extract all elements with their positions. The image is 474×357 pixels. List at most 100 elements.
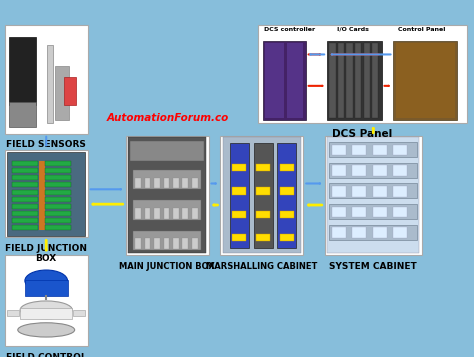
Bar <box>45 197 71 202</box>
Text: FIELD SENSORS: FIELD SENSORS <box>6 140 86 149</box>
Bar <box>133 231 201 250</box>
Bar <box>73 310 85 316</box>
Bar <box>12 211 38 216</box>
Bar <box>12 218 38 223</box>
Bar <box>64 77 76 105</box>
Bar <box>12 168 38 173</box>
Bar <box>393 165 407 176</box>
Bar <box>173 238 179 249</box>
Bar <box>352 186 366 197</box>
Bar <box>265 43 284 118</box>
Bar <box>7 152 85 236</box>
Bar <box>258 25 467 123</box>
Bar <box>154 208 160 218</box>
Bar <box>393 145 407 155</box>
Bar <box>327 41 382 120</box>
Bar <box>277 143 296 248</box>
Bar <box>128 137 206 253</box>
Bar <box>164 238 169 249</box>
Bar <box>256 164 270 171</box>
Bar <box>256 187 270 195</box>
Bar <box>12 190 38 195</box>
Bar <box>133 200 201 220</box>
Bar <box>164 208 169 218</box>
Bar <box>47 45 53 123</box>
Bar <box>332 227 346 238</box>
Bar <box>130 141 204 161</box>
Bar <box>280 234 294 241</box>
Ellipse shape <box>25 270 67 291</box>
Bar <box>232 164 246 171</box>
Ellipse shape <box>18 323 75 337</box>
Bar <box>135 177 141 188</box>
Bar <box>223 137 301 253</box>
Bar <box>329 183 417 198</box>
Bar <box>393 227 407 238</box>
Bar <box>20 308 72 319</box>
Bar <box>393 41 457 120</box>
Bar <box>45 182 71 187</box>
Bar <box>182 208 188 218</box>
Bar <box>164 177 169 188</box>
Bar <box>263 41 306 120</box>
Text: DCS Panel: DCS Panel <box>332 129 393 139</box>
Bar <box>12 204 38 209</box>
Bar <box>12 161 38 166</box>
Bar <box>45 161 71 166</box>
Bar <box>352 145 366 155</box>
Bar <box>5 150 88 237</box>
Bar <box>192 208 198 218</box>
Bar <box>325 136 422 255</box>
Bar <box>373 165 387 176</box>
Bar <box>280 187 294 195</box>
Bar <box>254 143 273 248</box>
Bar <box>373 186 387 197</box>
Bar <box>173 208 179 218</box>
Bar <box>154 177 160 188</box>
Bar <box>230 143 249 248</box>
Bar <box>145 177 150 188</box>
Bar <box>182 238 188 249</box>
Text: MAIN JUNCTION BOX: MAIN JUNCTION BOX <box>119 262 215 271</box>
Bar <box>12 225 38 230</box>
Bar <box>329 163 417 178</box>
Text: AutomationForum.co: AutomationForum.co <box>107 113 229 123</box>
Bar <box>372 43 378 118</box>
Bar <box>135 208 141 218</box>
Bar <box>373 227 387 238</box>
Text: FIELD CONTROL
VALVE: FIELD CONTROL VALVE <box>6 353 87 357</box>
Bar <box>329 142 417 157</box>
Bar <box>173 177 179 188</box>
Bar <box>126 136 209 255</box>
Bar <box>332 145 346 155</box>
Bar <box>39 161 45 230</box>
Bar <box>364 43 370 118</box>
Text: MARSHALLING CABINET: MARSHALLING CABINET <box>206 262 318 271</box>
Bar <box>45 204 71 209</box>
Bar <box>135 238 141 249</box>
Bar <box>329 225 417 240</box>
Bar <box>133 170 201 190</box>
Bar <box>346 43 353 118</box>
Bar <box>352 165 366 176</box>
Bar <box>45 218 71 223</box>
Bar <box>12 182 38 187</box>
Bar <box>327 137 419 253</box>
Bar <box>45 190 71 195</box>
Bar <box>256 234 270 241</box>
Bar <box>9 102 36 127</box>
Bar <box>355 43 361 118</box>
Bar <box>154 238 160 249</box>
Bar <box>396 43 455 118</box>
Bar <box>12 197 38 202</box>
Bar <box>192 177 198 188</box>
Bar <box>393 207 407 217</box>
Bar <box>338 43 344 118</box>
Bar <box>232 187 246 195</box>
Bar <box>329 43 336 118</box>
Bar <box>145 208 150 218</box>
Bar <box>280 164 294 171</box>
Bar <box>280 211 294 218</box>
Bar <box>192 238 198 249</box>
Bar <box>182 177 188 188</box>
